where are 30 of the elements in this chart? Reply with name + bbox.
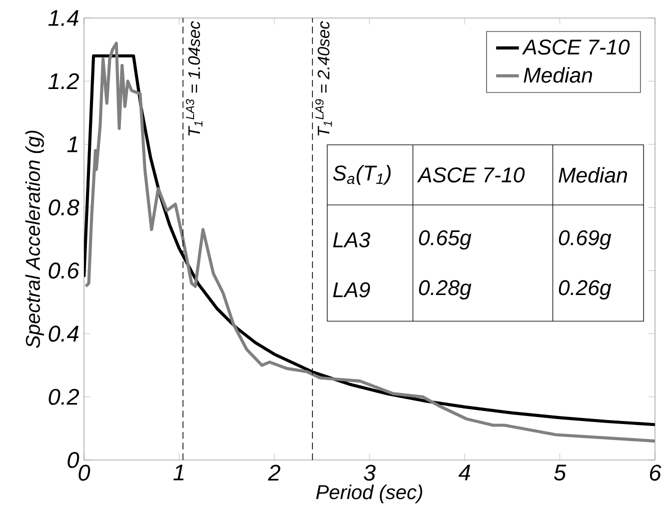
x-tick-label: 6 <box>650 464 662 481</box>
annotation: ASCE 7-10 <box>417 167 525 182</box>
y-axis-title: Spectral Acceleration (g) <box>25 130 44 348</box>
y-tick-label: 0.4 <box>48 326 78 342</box>
annotation: 0.26g <box>558 280 612 300</box>
y-tick-label: 1.4 <box>48 10 78 26</box>
legend-label: Median <box>524 67 592 83</box>
y-tick-label: 1 <box>67 136 78 152</box>
x-axis-title: Period (sec) <box>316 484 422 504</box>
annotation: 0.69g <box>558 230 612 250</box>
x-tick-label: 5 <box>554 464 566 481</box>
annotation: 0.28g <box>419 280 472 300</box>
y-tick-label: 0 <box>68 452 80 468</box>
x-tick-label: 3 <box>364 464 376 481</box>
y-tick-label: 0.2 <box>48 388 79 405</box>
ref-line-label: T$_{1}$$^{LA9}$ = 2.40sec <box>315 21 332 136</box>
legend-label: ASCE 7-10 <box>522 40 630 55</box>
x-tick-label: 0 <box>78 464 90 481</box>
x-tick-label: 1 <box>173 464 184 480</box>
annotation: 0.65g <box>419 230 472 250</box>
y-tick-label: 0.6 <box>48 262 80 279</box>
x-tick-label: 4 <box>458 464 470 480</box>
annotation: LA3 <box>333 232 370 248</box>
x-tick-label: 2 <box>268 464 280 481</box>
ref-line-label: T$_{1}$$^{LA3}$ = 1.04sec <box>186 21 202 136</box>
y-tick-label: 0.8 <box>48 199 80 216</box>
y-tick-label: 1.2 <box>48 73 79 90</box>
annotation: Median <box>558 167 627 183</box>
annotation: LA9 <box>333 282 370 298</box>
annotation: S$_{a}$(T$_{1}$) <box>333 164 391 185</box>
